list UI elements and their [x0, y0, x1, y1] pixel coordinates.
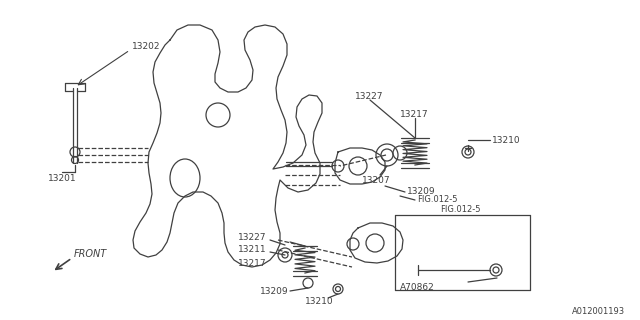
Text: 13210: 13210 — [492, 135, 520, 145]
Text: 13210: 13210 — [305, 298, 333, 307]
Text: 13202: 13202 — [132, 42, 161, 51]
Text: FIG.012-5: FIG.012-5 — [417, 195, 458, 204]
Text: 13217: 13217 — [400, 109, 429, 118]
Text: 13209: 13209 — [407, 187, 436, 196]
Text: FIG.012-5: FIG.012-5 — [440, 205, 481, 214]
Text: 13227: 13227 — [238, 233, 266, 242]
Text: 13217: 13217 — [238, 259, 267, 268]
Text: 13209: 13209 — [260, 287, 289, 297]
Text: 13207: 13207 — [362, 175, 390, 185]
Text: FRONT: FRONT — [74, 249, 108, 259]
Text: A012001193: A012001193 — [572, 308, 625, 316]
Text: A70862: A70862 — [400, 283, 435, 292]
Text: 13201: 13201 — [48, 173, 77, 182]
Text: 13211: 13211 — [238, 245, 267, 254]
Text: 13227: 13227 — [355, 92, 383, 100]
